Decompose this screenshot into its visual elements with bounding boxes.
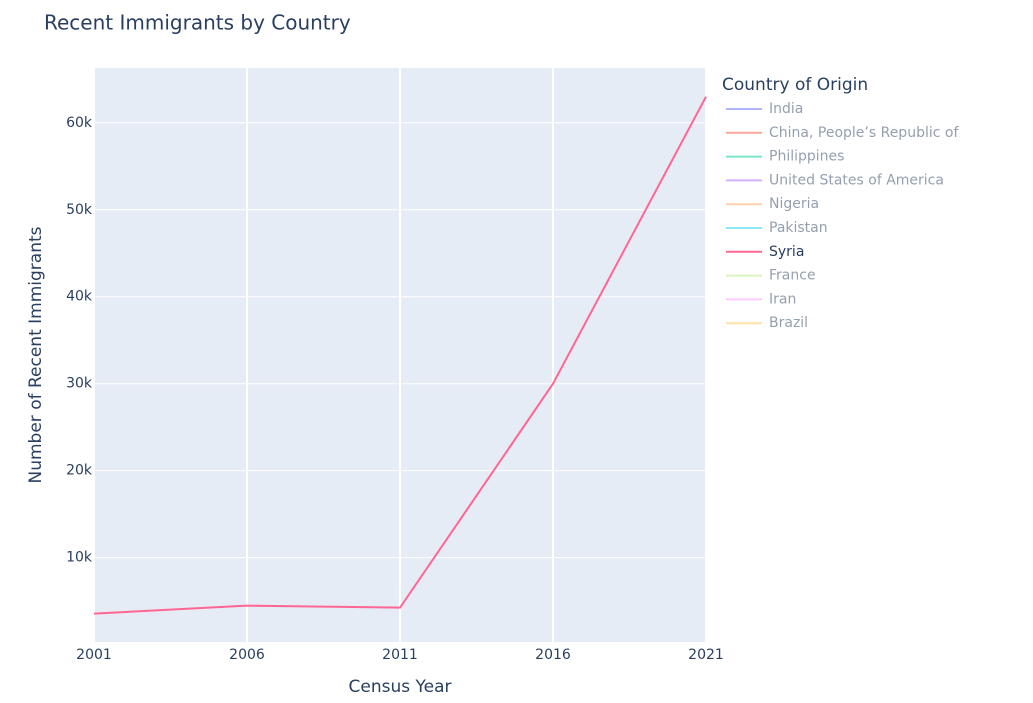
legend-label: Nigeria — [769, 196, 819, 212]
y-axis-title: Number of Recent Immigrants — [26, 226, 46, 483]
legend-title: Country of Origin — [722, 75, 868, 95]
x-tick-label: 2006 — [229, 647, 265, 663]
legend-item[interactable]: China, People’s Republic of — [726, 125, 959, 141]
x-tick-label: 2021 — [688, 647, 724, 663]
x-axis-title: Census Year — [349, 677, 452, 697]
legend-label: Pakistan — [769, 220, 828, 236]
legend-label: Brazil — [769, 315, 808, 331]
legend-item[interactable]: Syria — [726, 244, 804, 260]
legend-label: China, People’s Republic of — [769, 125, 959, 141]
y-tick-label: 10k — [66, 550, 93, 566]
y-tick-label: 20k — [66, 463, 93, 479]
y-tick-label: 60k — [66, 115, 93, 131]
legend-label: India — [769, 101, 803, 117]
legend-item[interactable]: Brazil — [726, 315, 808, 331]
legend-label: Philippines — [769, 149, 844, 165]
y-tick-label: 50k — [66, 202, 93, 218]
y-tick-label: 40k — [66, 289, 93, 305]
series-line — [93, 96, 707, 615]
legend-label: France — [769, 268, 816, 284]
legend-item[interactable]: France — [726, 268, 816, 284]
x-tick-label: 2016 — [535, 647, 571, 663]
legend-label: Iran — [769, 291, 796, 307]
y-tick-label: 30k — [66, 376, 93, 392]
chart-title: Recent Immigrants by Country — [44, 11, 351, 35]
legend-item[interactable]: India — [726, 101, 803, 117]
x-tick-label: 2011 — [382, 647, 418, 663]
legend-item[interactable]: Nigeria — [726, 196, 819, 212]
legend-label: Syria — [769, 244, 804, 260]
legend-item[interactable]: Iran — [726, 291, 796, 307]
legend-item[interactable]: Philippines — [726, 149, 844, 165]
legend-label: United States of America — [769, 172, 944, 188]
legend-item[interactable]: Pakistan — [726, 220, 828, 236]
legend-item[interactable]: United States of America — [726, 172, 944, 188]
x-tick-label: 2001 — [76, 647, 112, 663]
